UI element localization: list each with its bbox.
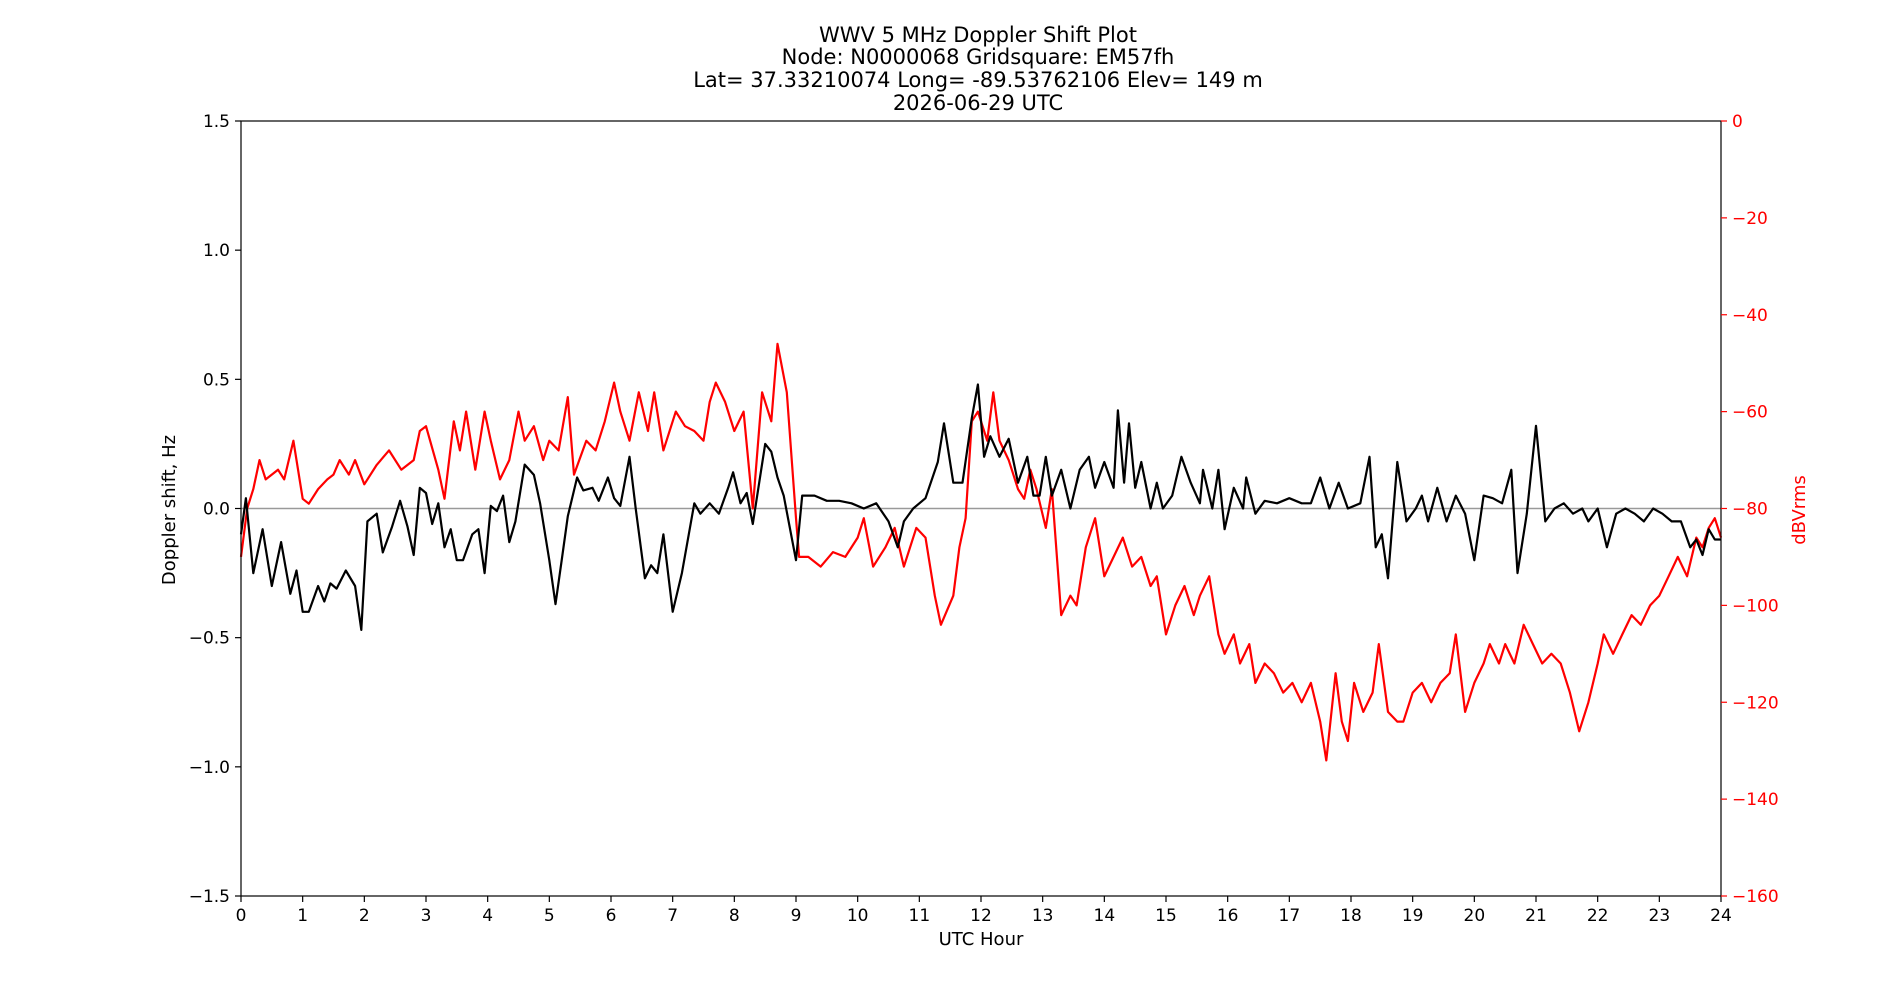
y2-tick-label: −120 [1732, 693, 1779, 713]
x-tick-label: 0 [236, 906, 247, 926]
x-tick-label: 13 [1032, 906, 1054, 926]
y-axis-label: Doppler shift, Hz [159, 435, 180, 585]
x-tick-label: 20 [1464, 906, 1486, 926]
x-tick-label: 12 [970, 906, 992, 926]
y2-tick-label: 0 [1732, 112, 1743, 132]
title-line-2: Node: N0000068 Gridsquare: EM57fh [782, 45, 1175, 69]
y2-tick-label: −20 [1732, 209, 1768, 229]
x-tick-label: 9 [791, 906, 802, 926]
x-tick-label: 21 [1525, 906, 1547, 926]
x-axis-ticks: 0 1 2 3 4 5 6 7 8 9 10 11 12 13 14 15 16 17 18 19 20 21 22 23 24 [236, 896, 1732, 926]
x-tick-label: 15 [1155, 906, 1177, 926]
y2-tick-label: −80 [1732, 500, 1768, 520]
y-tick-label: −1.5 [189, 887, 230, 907]
title-line-1: WWV 5 MHz Doppler Shift Plot [819, 23, 1137, 47]
y2-tick-label: −100 [1732, 596, 1779, 616]
x-tick-label: 18 [1340, 906, 1362, 926]
x-tick-label: 24 [1710, 906, 1732, 926]
y-tick-label: −0.5 [189, 629, 230, 649]
x-tick-label: 14 [1094, 906, 1116, 926]
x-tick-label: 16 [1217, 906, 1239, 926]
doppler-series-line [239, 383, 1721, 631]
y-tick-label: −1.0 [189, 758, 230, 778]
x-tick-label: 17 [1279, 906, 1301, 926]
series-lines [239, 342, 1723, 762]
x-tick-label: 11 [909, 906, 931, 926]
x-tick-label: 6 [606, 906, 617, 926]
x-tick-label: 4 [482, 906, 493, 926]
x-tick-label: 19 [1402, 906, 1424, 926]
y-tick-label: 1.5 [203, 112, 230, 132]
x-tick-label: 1 [297, 906, 308, 926]
x-tick-label: 7 [667, 906, 678, 926]
x-axis-label: UTC Hour [939, 929, 1024, 950]
x-tick-label: 5 [544, 906, 555, 926]
y-tick-label: 0.5 [203, 370, 230, 390]
y2-axis-ticks: 0 −20 −40 −60 −80 −100 −120 −140 −160 [1721, 112, 1779, 907]
y2-tick-label: −60 [1732, 403, 1768, 423]
y-tick-label: 0.0 [203, 500, 230, 520]
x-tick-label: 3 [421, 906, 432, 926]
title-line-3: Lat= 37.33210074 Long= -89.53762106 Elev… [693, 68, 1263, 92]
y2-tick-label: −160 [1732, 887, 1779, 907]
x-tick-label: 23 [1649, 906, 1671, 926]
y-axis-ticks: 1.5 1.0 0.5 0.0 −0.5 −1.0 −1.5 [189, 112, 241, 907]
title-line-4: 2026-06-29 UTC [893, 91, 1063, 115]
chart-title: WWV 5 MHz Doppler Shift Plot Node: N0000… [693, 23, 1263, 115]
x-tick-label: 10 [847, 906, 869, 926]
x-tick-label: 8 [729, 906, 740, 926]
power-series-line [239, 342, 1723, 762]
y2-axis-label: dBVrms [1789, 475, 1810, 545]
y-tick-label: 1.0 [203, 241, 230, 261]
y2-tick-label: −140 [1732, 790, 1779, 810]
x-tick-label: 22 [1587, 906, 1609, 926]
y2-tick-label: −40 [1732, 306, 1768, 326]
x-tick-label: 2 [359, 906, 370, 926]
